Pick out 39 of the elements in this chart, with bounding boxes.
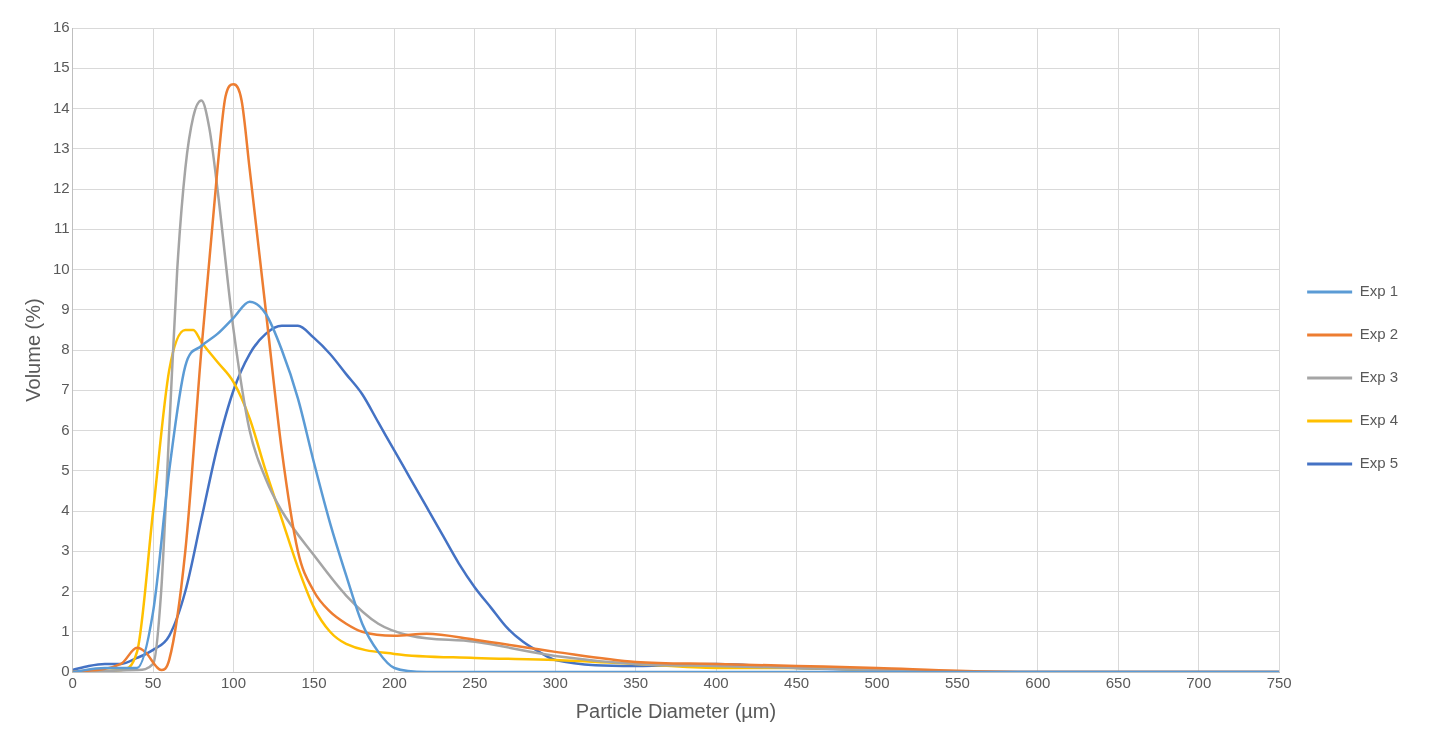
y-tick-label: 3 xyxy=(61,541,70,559)
y-tick-label: 1 xyxy=(61,621,70,639)
legend-label: Exp 5 xyxy=(1359,454,1398,472)
legend-label: Exp 2 xyxy=(1359,325,1398,343)
x-tick-label: 650 xyxy=(1105,674,1131,692)
y-tick-label: 4 xyxy=(61,501,70,519)
y-tick-label: 7 xyxy=(61,380,70,398)
y-tick-label: 13 xyxy=(53,138,70,156)
x-tick-label: 250 xyxy=(462,674,488,692)
x-tick-label: 500 xyxy=(864,674,890,692)
legend-label: Exp 4 xyxy=(1359,411,1398,429)
legend-label: Exp 3 xyxy=(1359,368,1398,386)
legend-label: Exp 1 xyxy=(1359,282,1398,300)
x-tick-label: 750 xyxy=(1266,674,1292,692)
y-tick-label: 11 xyxy=(54,219,70,237)
x-tick-label: 400 xyxy=(703,674,729,692)
y-tick-label: 15 xyxy=(53,58,70,76)
x-axis-title: Particle Diameter (µm) xyxy=(575,699,777,722)
x-tick-label: 700 xyxy=(1186,674,1212,692)
y-tick-label: 12 xyxy=(53,179,70,197)
y-tick-label: 0 xyxy=(61,662,70,680)
x-tick-label: 550 xyxy=(944,674,970,692)
x-tick-label: 300 xyxy=(542,674,568,692)
x-tick-label: 200 xyxy=(381,674,407,692)
y-tick-label: 16 xyxy=(53,18,70,36)
x-tick-label: 600 xyxy=(1025,674,1051,692)
y-tick-label: 10 xyxy=(53,259,70,277)
y-tick-label: 8 xyxy=(61,340,70,358)
y-tick-label: 14 xyxy=(53,98,70,116)
x-tick-label: 450 xyxy=(784,674,810,692)
x-tick-label: 350 xyxy=(623,674,649,692)
x-tick-label: 150 xyxy=(301,674,327,692)
x-tick-label: 50 xyxy=(144,674,162,692)
y-tick-label: 9 xyxy=(61,299,70,317)
y-tick-label: 6 xyxy=(61,420,70,438)
y-tick-label: 2 xyxy=(61,581,70,599)
y-tick-label: 5 xyxy=(61,460,70,478)
y-axis-title: Volume (%) xyxy=(21,298,44,402)
x-tick-label: 100 xyxy=(221,674,247,692)
